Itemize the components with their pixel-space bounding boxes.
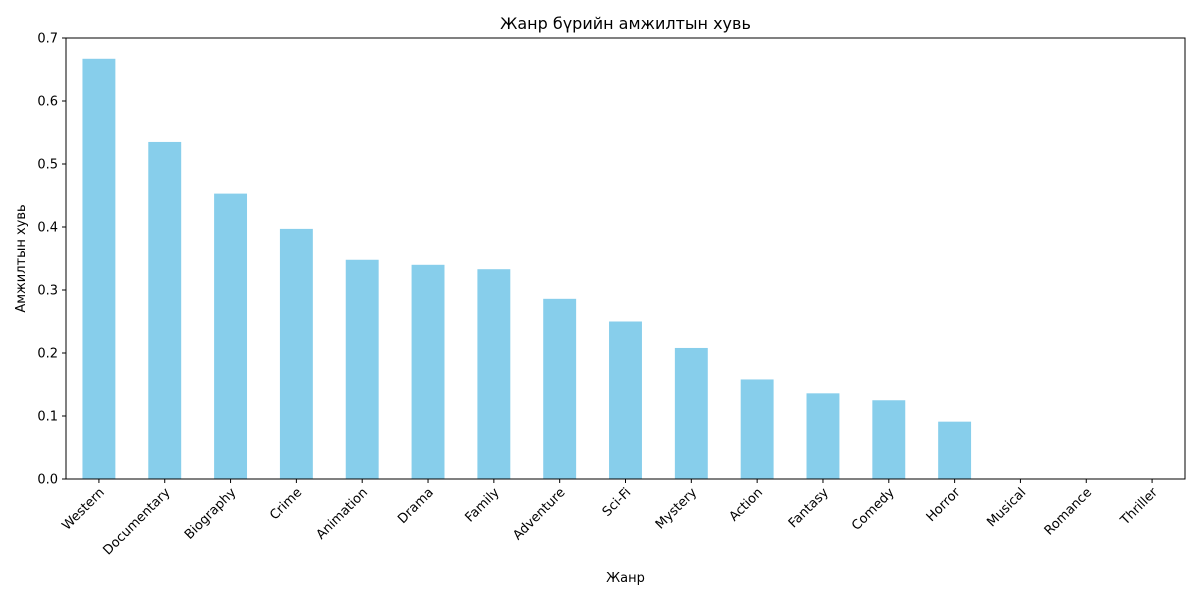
y-tick-label: 0.6 <box>37 95 58 110</box>
x-tick-label: Mystery <box>653 485 700 532</box>
y-tick-label: 0.7 <box>37 32 58 47</box>
bar-biography <box>214 193 248 480</box>
bar-crime <box>279 228 313 479</box>
x-tick-label: Animation <box>314 485 371 542</box>
bar-drama <box>411 264 445 479</box>
y-tick-label: 0.2 <box>37 347 58 362</box>
x-tick-label: Sci-Fi <box>600 485 635 520</box>
chart-title: Жанр бүрийн амжилтын хувь <box>500 14 751 33</box>
bar-documentary <box>148 141 182 479</box>
x-tick-label: Adventure <box>510 485 568 543</box>
x-tick-label: Crime <box>267 485 305 523</box>
x-tick-label: Fantasy <box>786 485 832 531</box>
y-axis-label: Амжилтын хувь <box>14 204 29 312</box>
x-tick-label: Drama <box>395 485 437 527</box>
x-axis-label: Жанр <box>606 571 645 586</box>
y-tick-label: 0.5 <box>37 158 58 173</box>
x-tick-label: Action <box>727 485 766 524</box>
x-tick-label: Documentary <box>100 485 173 558</box>
x-tick-label: Family <box>462 485 502 525</box>
bar-animation <box>345 259 379 479</box>
bar-western <box>82 58 116 479</box>
plot-frame <box>65 37 1186 480</box>
x-tick-label: Biography <box>182 485 240 543</box>
bar-sci-fi <box>609 321 642 479</box>
bar-adventure <box>543 298 577 479</box>
bar-action <box>740 379 774 479</box>
x-tick-label: Comedy <box>849 485 898 534</box>
bar-family <box>477 269 511 479</box>
x-tick-label: Horror <box>924 485 964 525</box>
bar-fantasy <box>806 393 840 479</box>
y-tick-label: 0.4 <box>37 221 58 236</box>
y-axis: 0.0 0.1 0.2 0.3 0.4 0.5 0.6 0.7 <box>37 32 66 488</box>
x-tick-label: Romance <box>1042 485 1095 538</box>
bars-group <box>82 58 972 480</box>
y-tick-label: 0.1 <box>37 410 58 425</box>
x-tick-label: Thriller <box>1117 485 1161 529</box>
y-tick-label: 0.3 <box>37 284 58 299</box>
bar-mystery <box>674 347 708 479</box>
bar-comedy <box>872 400 906 479</box>
bar-horror <box>938 421 972 479</box>
x-tick-label: Western <box>59 485 107 533</box>
x-tick-label: Musical <box>984 485 1029 530</box>
y-tick-label: 0.0 <box>37 473 58 488</box>
